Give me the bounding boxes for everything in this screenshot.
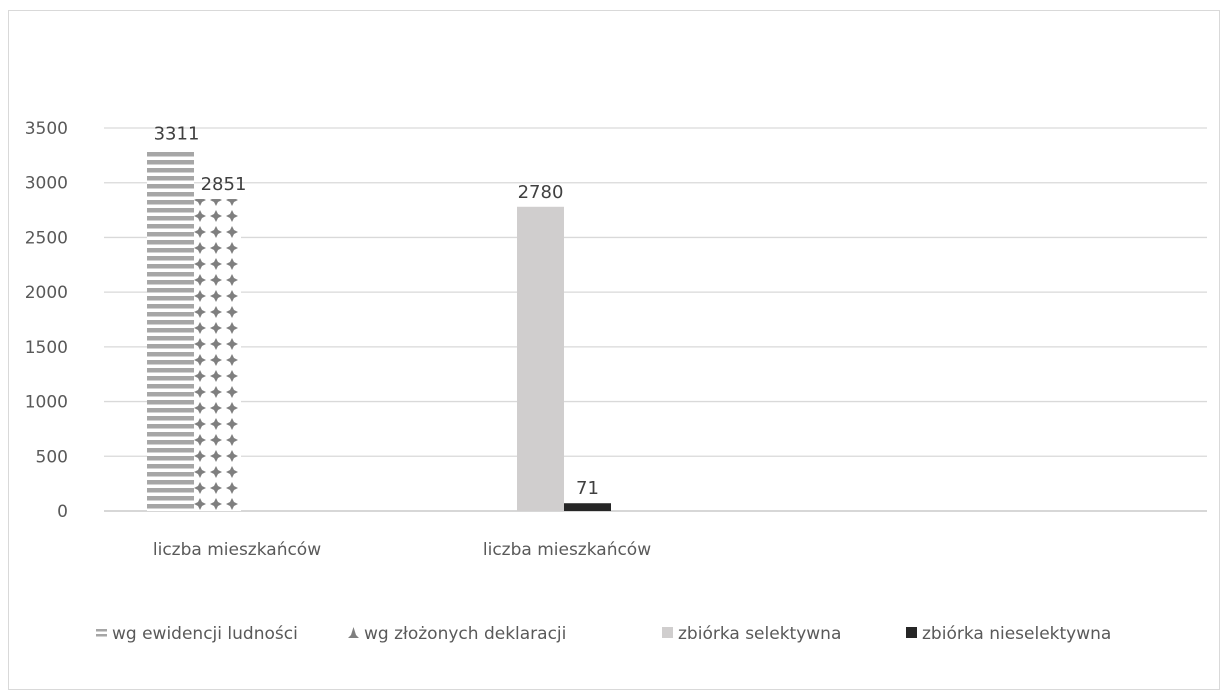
legend-label: wg ewidencji ludności [112,624,298,644]
y-axis: 0 500 1000 1500 2000 2500 3000 3500 [25,119,68,522]
legend-swatch [96,634,107,637]
x-axis: liczba mieszkańców liczba mieszkańców [153,540,651,560]
data-label: 71 [576,478,599,499]
legend-swatch [96,629,107,632]
bars: 3311 2851 2780 71 [147,124,611,511]
y-tick-label: 3500 [25,119,68,139]
y-tick-label: 2000 [25,283,68,303]
x-category-label: liczba mieszkańców [483,540,651,560]
bar [194,199,241,511]
data-label: 2780 [518,182,564,203]
legend-label: zbiórka nieselektywna [922,624,1111,644]
gridlines [104,128,1207,511]
y-tick-label: 2500 [25,228,68,248]
y-tick-label: 1500 [25,338,68,358]
y-tick-label: 500 [36,447,68,467]
data-label: 2851 [201,174,247,195]
legend-label: zbiórka selektywna [678,624,841,644]
legend-swatch [906,627,917,638]
y-tick-label: 0 [57,502,68,522]
bar [517,207,564,511]
bar [564,503,611,511]
x-category-label: liczba mieszkańców [153,540,321,560]
bar [147,149,194,511]
y-tick-label: 1000 [25,393,68,413]
y-tick-label: 3000 [25,174,68,194]
legend-label: wg złożonych deklaracji [364,624,566,644]
data-label: 3311 [154,124,200,145]
legend-swatch [348,627,359,638]
legend: wg ewidencji ludności wg złożonych deklar… [96,624,1111,644]
legend-swatch [662,627,673,638]
